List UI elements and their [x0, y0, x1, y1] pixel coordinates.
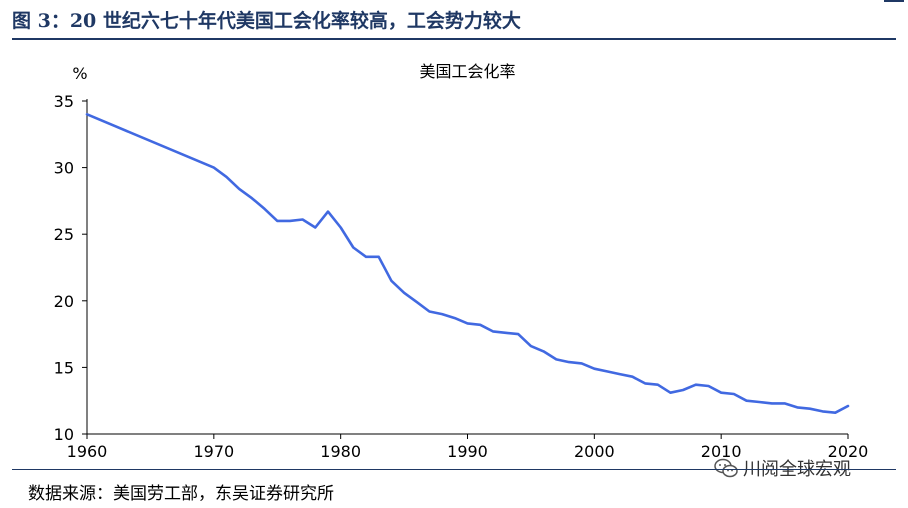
y-tick-label: 30: [54, 159, 74, 178]
source-note: 数据来源：美国劳工部，东吴证券研究所: [28, 484, 334, 504]
chart-axes: [86, 99, 848, 435]
watermark-text: 川阅全球宏观: [743, 459, 851, 480]
watermark: 川阅全球宏观: [713, 455, 851, 481]
title-rule: [12, 38, 896, 40]
chart-ticks: 10 15 20 25 30 35 1960 1970 1980 1990 2000 2010 2020: [54, 92, 869, 461]
source-rule: [12, 469, 896, 470]
y-tick-label: 10: [54, 425, 74, 444]
chart-series: [85, 113, 850, 414]
x-tick-label: 2020: [828, 442, 869, 461]
y-tick-label: 25: [54, 225, 74, 244]
x-tick-label: 1970: [193, 442, 234, 461]
line-chart: 10 15 20 25 30 35 1960 1970 1980 1990 2000 2010 2020…: [54, 62, 869, 461]
x-tick-label: 1980: [320, 442, 361, 461]
y-tick-label: 35: [54, 92, 74, 111]
x-tick-label: 1990: [447, 442, 488, 461]
x-tick-label: 2000: [574, 442, 615, 461]
x-tick-label: 1960: [67, 442, 108, 461]
wechat-icon: [714, 458, 738, 478]
y-tick-label: 20: [54, 292, 74, 311]
series-line: [85, 113, 850, 414]
y-axis-unit-label: %: [72, 64, 87, 83]
corner-mark: [884, 0, 904, 2]
x-tick-label: 2010: [701, 442, 742, 461]
y-tick-label: 15: [54, 358, 74, 377]
figure-title: 图 3：20 世纪六七十年代美国工会化率较高，工会势力较大: [12, 10, 521, 32]
chart-title: 美国工会化率: [419, 62, 515, 81]
